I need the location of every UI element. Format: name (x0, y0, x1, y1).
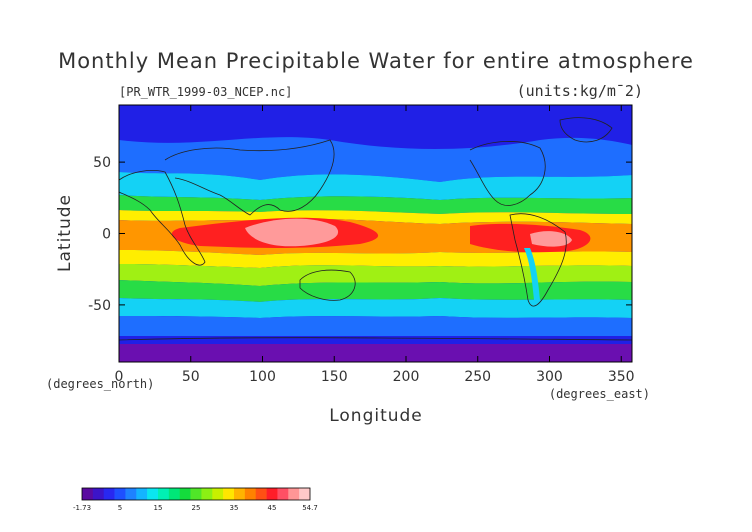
plot-title: Monthly Mean Precipitable Water for enti… (58, 49, 694, 73)
colorbar-swatch (277, 488, 289, 500)
colorbar-swatch (168, 488, 181, 500)
x-tick-label: 250 (464, 369, 491, 385)
colorbar-swatch (179, 488, 191, 500)
y-tick-label: -50 (88, 298, 111, 314)
band-south-green (119, 280, 632, 302)
band-south-deep (119, 336, 632, 344)
x-tick-label: 50 (182, 369, 200, 385)
colorbar (81, 487, 311, 501)
colorbar-swatch (288, 488, 300, 500)
y-axis-label: Latitude (55, 194, 75, 272)
colorbar-swatch (136, 488, 148, 500)
x-tick-label: 100 (249, 369, 276, 385)
colorbar-swatch (299, 488, 311, 500)
band-south-yellow (119, 250, 632, 268)
band-south-blue (119, 316, 632, 336)
colorbar-tick-labels: -1.73 5 15 25 35 45 54.7 (73, 504, 318, 512)
colorbar-swatch (255, 488, 267, 500)
colorbar-tick-label: 54.7 (302, 504, 318, 512)
x-tick-label: 300 (536, 369, 563, 385)
colorbar-swatch (234, 488, 246, 500)
colorbar-tick-label: -1.73 (73, 504, 91, 512)
band-north-green (119, 195, 632, 214)
andes-dry-streak (524, 248, 540, 300)
colorbar-swatch (244, 488, 257, 500)
y-axis-units: (degrees_north) (46, 377, 154, 391)
colorbar-tick-label: 15 (154, 504, 163, 512)
colorbar-swatch (158, 488, 170, 500)
colorbar-tick-label: 45 (268, 504, 277, 512)
colorbar-swatch (147, 488, 159, 500)
y-tick-label: 0 (102, 227, 111, 243)
band-south-cyan (119, 298, 632, 318)
colorbar-swatch (212, 488, 224, 500)
colorbar-tick-label: 35 (230, 504, 239, 512)
x-tick-label: 200 (393, 369, 420, 385)
band-north-deep (119, 105, 632, 148)
y-tick-label: 50 (93, 155, 111, 171)
colorbar-swatch (114, 488, 126, 500)
x-axis-label: Longitude (329, 406, 423, 426)
colorbar-tick-label: 25 (192, 504, 201, 512)
band-south-lime (119, 264, 632, 286)
file-label: [PR_WTR_1999-03_NCEP.nc] (119, 85, 292, 99)
colorbar-swatch (92, 488, 105, 500)
coastlines (119, 117, 632, 341)
colorbar-swatch (103, 488, 115, 500)
region-warmpool-pink (245, 218, 339, 247)
colorbar-swatch (201, 488, 213, 500)
colorbar-tick-label: 5 (118, 504, 122, 512)
x-axis-units: (degrees_east) (549, 387, 650, 401)
colorbar-swatch (266, 488, 278, 500)
band-north-blue (119, 137, 632, 182)
band-north-cyan (119, 172, 632, 200)
colorbar-frame (81, 487, 311, 501)
x-tick-label: 0 (115, 369, 124, 385)
colorbar-swatch (82, 488, 94, 500)
units-label: (units:kg/m¯2) (517, 82, 643, 100)
colorbar-swatch (223, 488, 235, 500)
x-tick-label: 150 (321, 369, 348, 385)
colorbar-swatch (125, 488, 137, 500)
band-antarctic-purple (119, 344, 632, 362)
precipitable-water-map (119, 105, 632, 362)
x-axis-ticks: 0 50 100 150 200 250 300 350 (115, 105, 635, 385)
y-axis-ticks: 50 0 -50 (88, 155, 632, 314)
region-amazon-pink (530, 231, 572, 247)
x-tick-label: 350 (608, 369, 635, 385)
colorbar-swatch (190, 488, 202, 500)
